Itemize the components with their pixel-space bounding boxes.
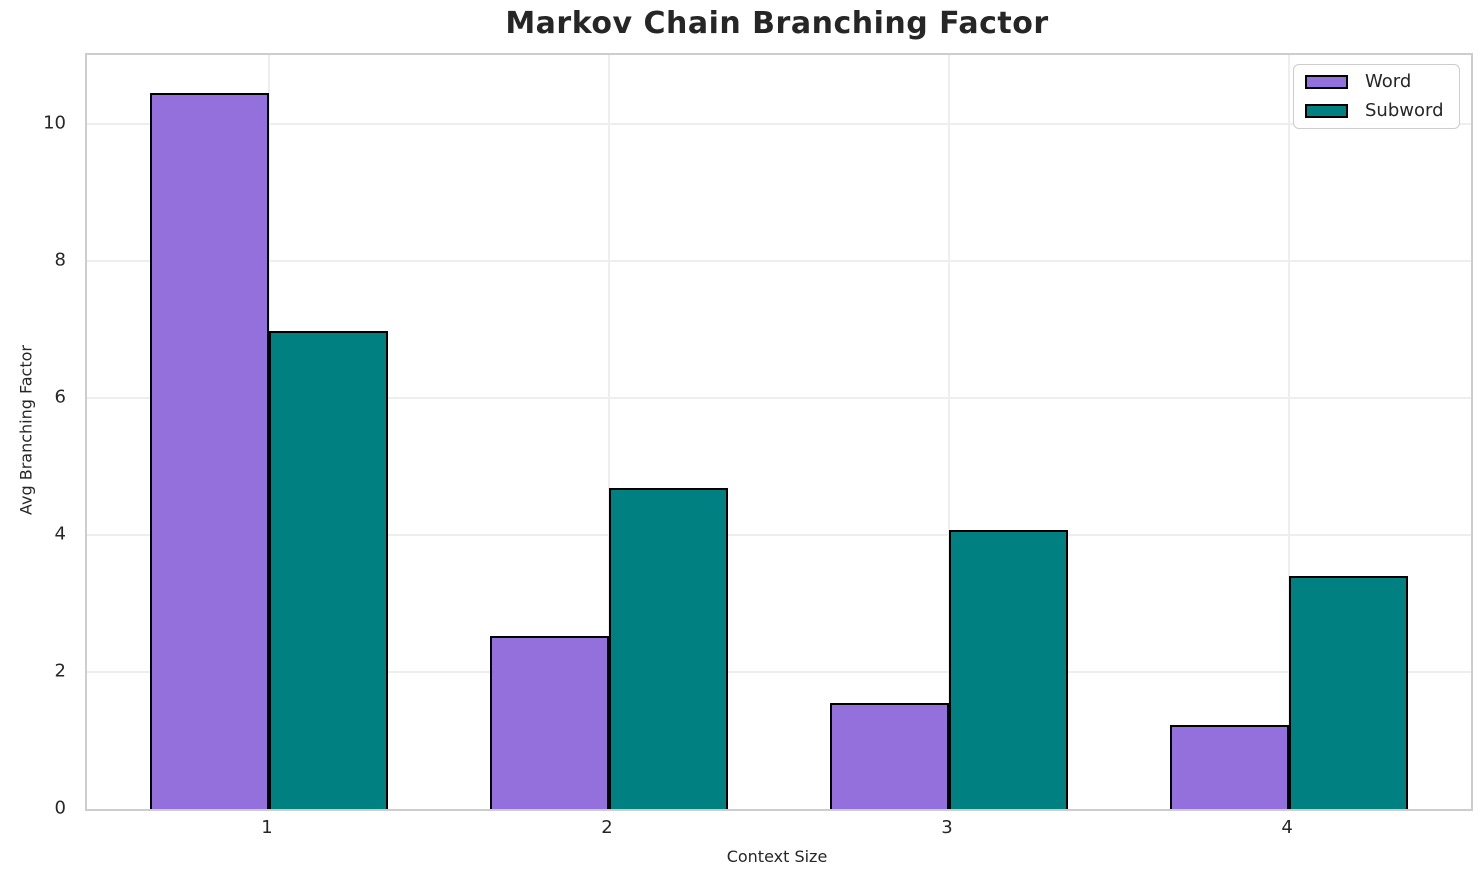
x-tick-label-2: 2	[601, 817, 613, 838]
bar-subword-context-4	[1289, 575, 1409, 809]
bar-word-context-1	[149, 92, 269, 809]
legend-label-word: Word	[1365, 71, 1412, 92]
gridline-x-4	[1288, 55, 1291, 809]
bar-subword-context-1	[268, 331, 388, 809]
gridline-y-6	[87, 396, 1471, 399]
plot-area: Word Subword	[85, 53, 1473, 811]
bar-word-context-4	[1170, 725, 1290, 809]
legend-label-subword: Subword	[1365, 100, 1444, 121]
legend-swatch-word	[1305, 75, 1348, 89]
y-tick-label-4: 4	[54, 523, 66, 545]
x-tick-label-3: 3	[941, 817, 953, 838]
gridline-y-10	[87, 122, 1471, 125]
y-tick-label-6: 6	[54, 386, 66, 408]
gridline-y-8	[87, 259, 1471, 262]
legend-swatch-subword	[1305, 104, 1348, 118]
y-tick-label-0: 0	[54, 797, 66, 819]
bar-subword-context-2	[608, 488, 728, 809]
x-axis-label: Context Size	[726, 847, 828, 866]
x-tick-label-1: 1	[261, 817, 273, 838]
x-tick-label-4: 4	[1281, 817, 1293, 838]
legend-item-word: Word	[1305, 73, 1448, 91]
gridline-y-2	[87, 670, 1471, 673]
y-tick-label-10: 10	[43, 112, 66, 134]
bar-word-context-3	[830, 703, 950, 809]
legend-item-subword: Subword	[1305, 102, 1448, 120]
y-axis-label: Avg Branching Factor	[16, 345, 36, 515]
gridline-x-2	[607, 55, 610, 809]
y-tick-label-8: 8	[54, 249, 66, 271]
legend: Word Subword	[1293, 64, 1460, 129]
bar-word-context-2	[489, 636, 609, 809]
y-tick-label-2: 2	[54, 660, 66, 682]
chart-title: Markov Chain Branching Factor	[505, 6, 1049, 41]
bar-subword-context-3	[949, 530, 1069, 809]
gridline-x-3	[948, 55, 951, 809]
gridline-y-4	[87, 533, 1471, 536]
